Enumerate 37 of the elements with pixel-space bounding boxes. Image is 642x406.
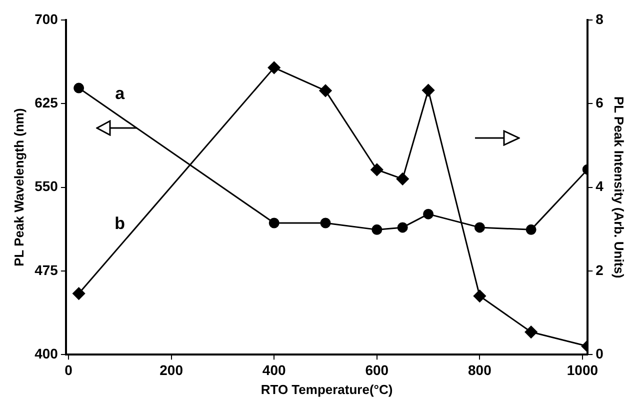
x-tick-label: 0: [64, 362, 73, 378]
point: [524, 326, 538, 338]
x-tick-label: 1000: [566, 362, 598, 378]
point: [526, 224, 536, 235]
x-tick-label: 800: [468, 362, 492, 378]
point: [370, 163, 384, 176]
point: [372, 224, 382, 235]
point: [422, 84, 435, 97]
x-tick-label: 600: [365, 362, 389, 378]
x-tick-label: 400: [262, 362, 286, 378]
point: [397, 222, 408, 233]
y-tick-label: 625: [34, 94, 58, 111]
y2-tick-label: 4: [596, 178, 604, 194]
point: [319, 84, 332, 97]
point: [72, 287, 86, 300]
series-label: a: [115, 84, 126, 104]
point: [74, 82, 84, 94]
y-axis-title: PL Peak Wavelength (nm): [11, 108, 26, 266]
x-axis-title: RTO Temperature(°C): [260, 382, 393, 397]
series-label: b: [114, 214, 126, 233]
y-tick-label: 700: [34, 10, 58, 27]
y2-tick-label: 6: [596, 94, 604, 111]
point: [423, 208, 434, 220]
point: [474, 222, 485, 233]
y-tick-label: 475: [34, 262, 58, 278]
point: [268, 218, 280, 228]
point: [473, 290, 486, 302]
y-tick-label: 400: [34, 345, 58, 362]
point: [320, 218, 331, 228]
x-tick-label: 200: [160, 362, 184, 378]
y2-tick-label: 8: [596, 10, 604, 27]
point: [268, 61, 280, 74]
point: [396, 172, 409, 186]
y2-axis-title: PL Peak Intensity (Arb. Units): [612, 96, 627, 278]
y-tick-label: 550: [34, 178, 58, 194]
y2-tick-label: 2: [596, 262, 604, 278]
y2-tick-label: 0: [596, 345, 604, 362]
